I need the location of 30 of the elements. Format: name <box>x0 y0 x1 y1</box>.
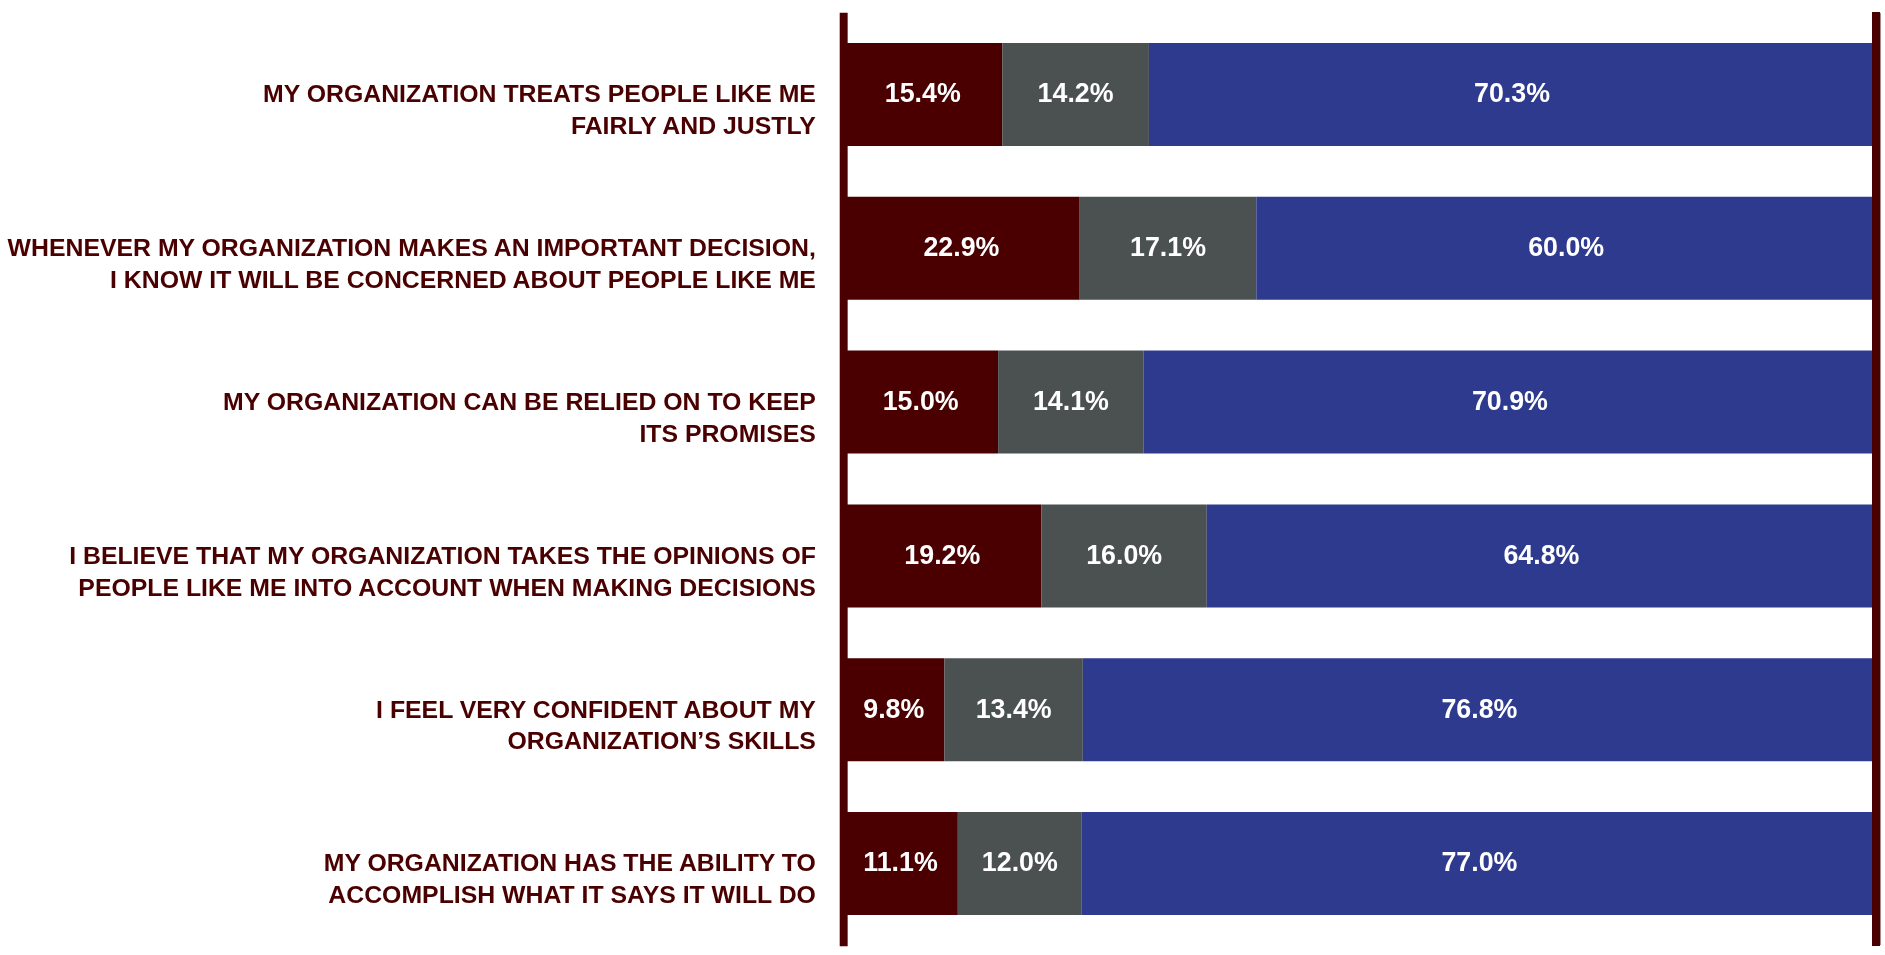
data-label: 70.3% <box>1473 78 1551 109</box>
data-label: 16.0% <box>1086 539 1163 570</box>
bar <box>957 811 1082 916</box>
y-tick-label: I FEEL VERY CONFIDENT ABOUT MY ORGANIZATION’S SKILLS <box>376 695 817 755</box>
bar <box>1041 504 1207 608</box>
data-label: 60.0% <box>1528 232 1605 263</box>
bar <box>998 350 1144 454</box>
data-label: 22.9% <box>923 232 1000 263</box>
y-tick-label: MY ORGANIZATION CAN BE RELIED ON TO KEEP ITS PROMISES <box>223 388 816 447</box>
bar <box>1079 196 1257 300</box>
y-tick-label: MY ORGANIZATION TREATS PEOPLE LIKE ME FAIRLY AND JUSTLY <box>263 80 817 140</box>
data-label: 76.8% <box>1441 693 1518 724</box>
data-label: 13.4% <box>975 693 1052 724</box>
data-label: 77.0% <box>1441 847 1518 878</box>
bar <box>944 658 1083 762</box>
data-label: 12.0% <box>981 847 1058 878</box>
data-label: 14.1% <box>1032 386 1110 417</box>
y-tick-label: WHENEVER MY ORGANIZATION MAKES AN IMPORTANT DECISION, I KNOW IT WILL BE CONCERNED ABOUT PEOPLE LIKE ME <box>7 234 816 294</box>
data-label: 9.8% <box>863 693 925 724</box>
y-tick-label: MY ORGANIZATION HAS THE ABILITY TO ACCOMPLISH WHAT IT SAYS IT WILL DO <box>323 849 816 909</box>
data-label: 11.1% <box>863 847 938 878</box>
data-label: 70.9% <box>1471 386 1549 417</box>
data-label: 15.4% <box>884 78 961 109</box>
data-label: 64.8% <box>1503 539 1580 570</box>
y-tick-label: I BELIEVE THAT MY ORGANIZATION TAKES THE OPINIONS OF PEOPLE LIKE ME INTO ACCOUNT WHEN MAKING DECISIONS <box>69 541 816 601</box>
data-label: 14.2% <box>1037 78 1114 109</box>
data-label: 19.2% <box>904 539 981 570</box>
data-label: 15.0% <box>882 386 959 417</box>
data-label: 17.1% <box>1130 232 1207 263</box>
bar <box>1002 42 1149 147</box>
